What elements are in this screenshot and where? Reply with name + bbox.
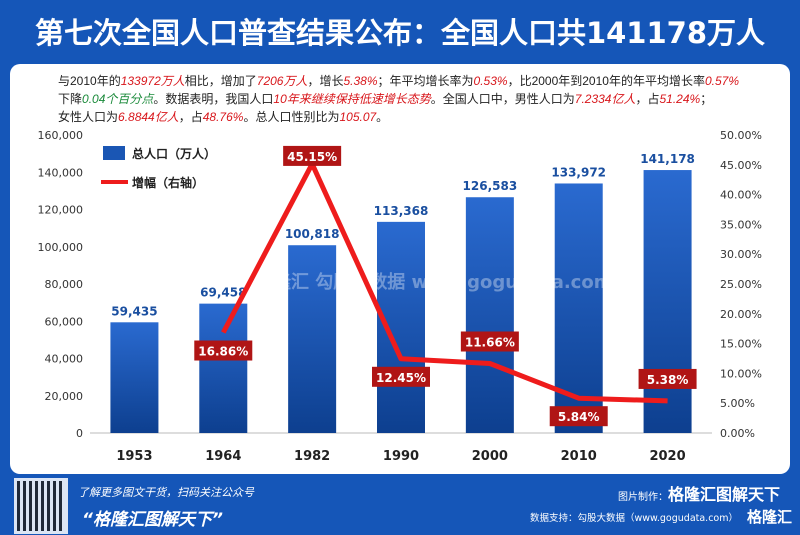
made-by-label: 图片制作： bbox=[617, 492, 668, 503]
y2-tick-label: 45.00% bbox=[720, 159, 762, 172]
line-value-label: 5.84% bbox=[558, 410, 600, 424]
qr-code bbox=[14, 478, 68, 534]
x-tick-label: 1964 bbox=[205, 449, 241, 464]
description-segment: 133972万人 bbox=[120, 74, 185, 88]
x-tick-label: 1990 bbox=[383, 449, 419, 464]
line-value-label: 12.45% bbox=[376, 371, 426, 385]
y2-tick-label: 25.00% bbox=[720, 278, 762, 291]
description-segment: 。数据表明，我国人口 bbox=[153, 92, 274, 106]
description-segment: ，占 bbox=[178, 110, 203, 124]
y-tick-label: 40,000 bbox=[45, 353, 84, 366]
description-segment: ；年平均增长率为 bbox=[377, 74, 474, 88]
description-segment: 6.8844亿人 bbox=[118, 110, 179, 124]
line-label-bg bbox=[549, 406, 608, 427]
y2-tick-label: 5.00% bbox=[720, 397, 755, 410]
description-text: 与2010年的133972万人相比，增加了7206万人，增长5.38%；年平均增… bbox=[58, 72, 788, 126]
description-segment: 10年来继续保持低速增长态势 bbox=[273, 92, 431, 106]
description-segment: ，增长 bbox=[307, 74, 344, 88]
bar bbox=[465, 197, 514, 433]
description-segment: 0.57% bbox=[704, 74, 739, 88]
description-segment: 。总人口性别比为 bbox=[243, 110, 340, 124]
y-tick-label: 60,000 bbox=[45, 315, 84, 328]
bar-value-label: 100,818 bbox=[285, 227, 340, 241]
y-tick-label: 160,000 bbox=[38, 129, 84, 142]
x-tick-label: 1982 bbox=[294, 449, 330, 464]
bar-value-label: 69,458 bbox=[200, 286, 246, 300]
bar bbox=[288, 245, 337, 433]
line-label-bg bbox=[283, 145, 342, 166]
watermark: 格隆汇 勾股大数据 www.gogudata.com bbox=[255, 271, 612, 293]
description-segment: 与2010年的 bbox=[58, 74, 121, 88]
footer-slogan: “格隆汇图解天下” bbox=[82, 510, 223, 530]
x-tick-label: 2010 bbox=[561, 449, 597, 464]
footer-promo: 了解更多图文干货，扫码关注公众号 bbox=[78, 486, 254, 499]
y2-tick-label: 30.00% bbox=[720, 248, 762, 261]
legend-bar-label: 总人口（万人） bbox=[132, 146, 216, 161]
line-label-bg bbox=[194, 340, 253, 361]
description-segment: 51.24% bbox=[659, 92, 701, 106]
bar-value-label: 141,178 bbox=[640, 152, 695, 166]
bar bbox=[110, 322, 159, 433]
bar-value-label: 133,972 bbox=[551, 165, 606, 179]
description-segment: 48.76% bbox=[202, 110, 244, 124]
description-segment: 5.38% bbox=[343, 74, 378, 88]
description-segment: 女性人口为 bbox=[58, 110, 119, 124]
description-segment: 105.07 bbox=[339, 110, 377, 124]
y2-tick-label: 0.00% bbox=[720, 427, 755, 440]
description-segment: ，比2000年到2010年的年平均增长率 bbox=[507, 74, 705, 88]
description-segment: ； bbox=[700, 92, 713, 106]
data-support: 数据支持：勾股大数据（www.gogudata.com） bbox=[529, 513, 738, 524]
y2-tick-label: 15.00% bbox=[720, 338, 762, 351]
bar bbox=[199, 303, 248, 433]
made-by: 图片制作：格隆汇图解天下 bbox=[618, 481, 780, 505]
y-tick-label: 120,000 bbox=[38, 204, 84, 217]
y-tick-label: 80,000 bbox=[45, 278, 84, 291]
description-segment: 7206万人 bbox=[256, 74, 308, 88]
description-segment: 0.53% bbox=[473, 74, 508, 88]
line-value-label: 5.38% bbox=[647, 373, 689, 387]
y2-tick-label: 20.00% bbox=[720, 308, 762, 321]
y2-tick-label: 40.00% bbox=[720, 189, 762, 202]
description-segment: 。全国人口中，男性人口为 bbox=[430, 92, 575, 106]
line-label-bg bbox=[638, 368, 697, 389]
line-value-label: 16.86% bbox=[198, 345, 248, 359]
x-tick-label: 1953 bbox=[116, 449, 152, 464]
brand-logo: 格隆汇 bbox=[746, 508, 792, 526]
y-tick-label: 20,000 bbox=[45, 390, 84, 403]
line-value-label: 45.15% bbox=[287, 150, 337, 164]
made-by-brand: 格隆汇图解天下 bbox=[667, 485, 780, 504]
y2-tick-label: 10.00% bbox=[720, 367, 762, 380]
y-tick-label: 0 bbox=[76, 427, 83, 440]
legend-line-label: 增幅（右轴） bbox=[132, 175, 204, 190]
description-segment: 0.04个百分点 bbox=[82, 92, 154, 106]
description-segment: ，占 bbox=[635, 92, 660, 106]
page-title: 第七次全国人口普查结果公布：全国人口共141178万人 bbox=[34, 16, 766, 50]
bar-value-label: 113,368 bbox=[374, 204, 429, 218]
line-label-bg bbox=[372, 366, 430, 387]
description-segment: 相比，增加了 bbox=[184, 74, 257, 88]
y-tick-label: 140,000 bbox=[38, 166, 84, 179]
y2-tick-label: 50.00% bbox=[720, 129, 762, 142]
description-segment: 7.2334亿人 bbox=[574, 92, 636, 106]
bar bbox=[643, 170, 692, 433]
y-tick-label: 100,000 bbox=[38, 241, 84, 254]
y2-tick-label: 35.00% bbox=[720, 218, 762, 231]
description-segment: 下降 bbox=[58, 92, 83, 106]
growth-line bbox=[221, 161, 668, 404]
x-tick-label: 2000 bbox=[472, 449, 508, 464]
bar-value-label: 126,583 bbox=[463, 179, 518, 193]
description-segment: 。 bbox=[376, 110, 389, 124]
line-label-bg bbox=[460, 331, 519, 352]
bar-value-label: 59,435 bbox=[111, 304, 157, 318]
line-value-label: 11.66% bbox=[465, 336, 515, 350]
x-tick-label: 2020 bbox=[649, 449, 685, 464]
legend-bar-swatch bbox=[103, 146, 125, 160]
